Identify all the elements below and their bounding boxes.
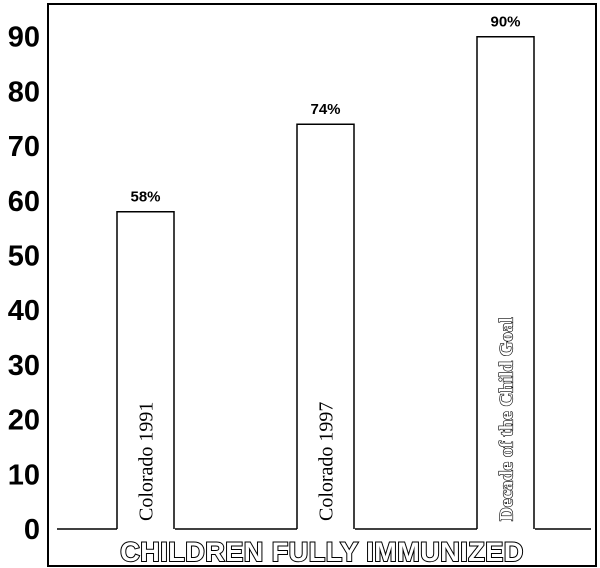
- data-label: 58%: [130, 189, 160, 206]
- y-axis-ticks: 0 10 20 30 40 50 60 70 80 90: [8, 22, 40, 546]
- y-tick-label: 70: [8, 131, 40, 163]
- y-tick-label: 80: [8, 76, 40, 108]
- category-label: Decade of the Child Goal: [497, 317, 518, 521]
- y-tick-label: 60: [8, 186, 40, 218]
- y-tick-label: 20: [8, 405, 40, 437]
- y-tick-label: 50: [8, 241, 40, 273]
- bars: 58% Colorado 1991 74% Colorado 1997 90% Decad…: [116, 14, 535, 529]
- category-label: Colorado 1997: [316, 402, 338, 521]
- plot-frame: [47, 3, 597, 567]
- y-tick-label: 0: [24, 514, 40, 546]
- y-tick-label: 30: [8, 350, 40, 382]
- y-tick-label: 40: [8, 295, 40, 327]
- bar: [296, 123, 355, 529]
- category-label: Colorado 1991: [136, 402, 158, 521]
- data-label: 90%: [490, 14, 520, 31]
- y-tick-label: 10: [8, 459, 40, 491]
- bar: [476, 35, 535, 529]
- data-label: 74%: [310, 101, 340, 118]
- x-axis-title: CHILDREN FULLY IMMUNIZED: [120, 537, 524, 567]
- bar: [116, 210, 175, 529]
- y-tick-label: 90: [8, 22, 40, 54]
